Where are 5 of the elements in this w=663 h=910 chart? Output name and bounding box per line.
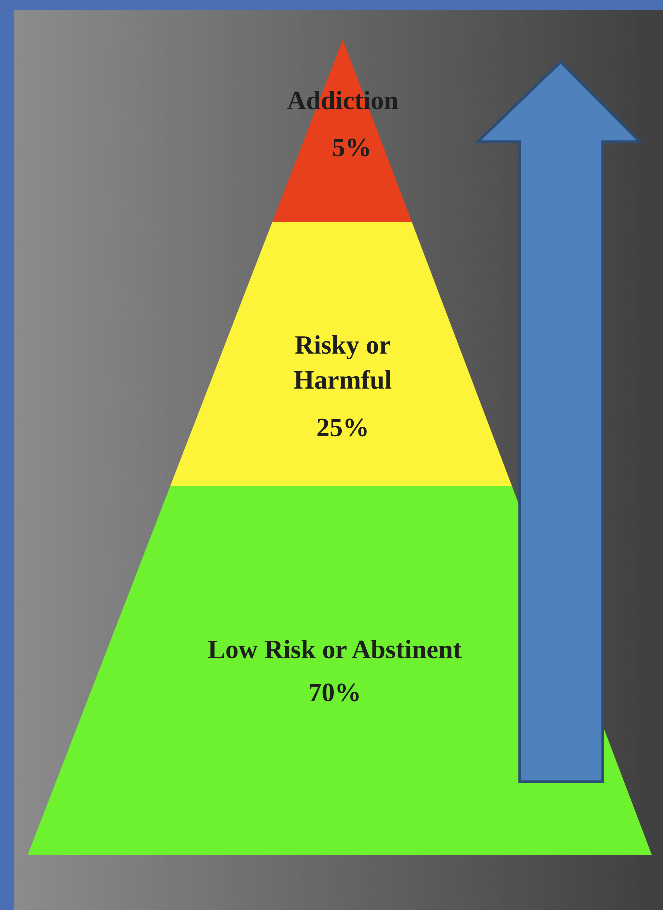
data-label: 25% — [318, 418, 367, 437]
data-label: 5% — [333, 138, 370, 157]
category-label: Risky or Harmful — [294, 336, 392, 390]
data-label: 70% — [310, 684, 359, 702]
category-label: Low Risk or Abstinent — [208, 640, 462, 659]
